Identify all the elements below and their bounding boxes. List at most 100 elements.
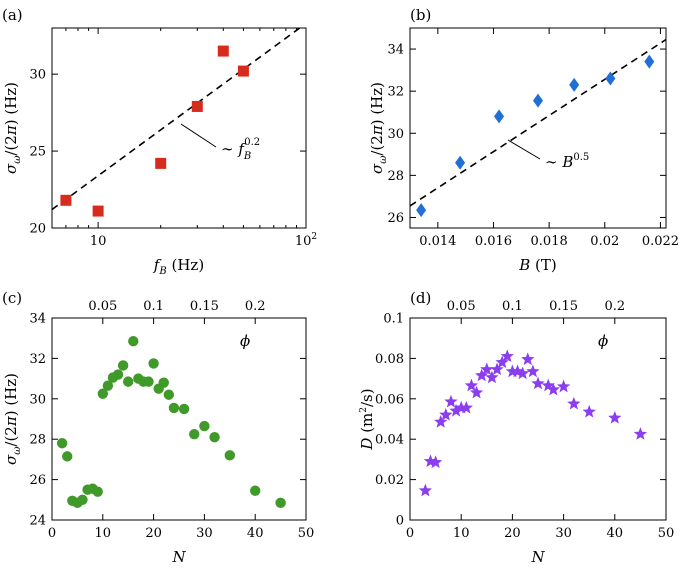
data-point-star xyxy=(546,382,561,396)
data-point-circle xyxy=(92,486,103,497)
plot-frame xyxy=(409,317,667,521)
y-tick-label: 0.1 xyxy=(383,312,404,327)
y-tick-label: 0 xyxy=(396,514,404,529)
data-point-star xyxy=(556,379,571,393)
data-point-circle xyxy=(275,497,286,509)
data-point-circle xyxy=(168,402,180,414)
data-point-star xyxy=(485,370,499,384)
data-point-circle xyxy=(112,369,124,380)
panel-a: (a) 10 102 20 25 30 fB (Hz) σω/(2π) (Hz) ∼ fB0.2 xyxy=(2,6,317,277)
data-point-star xyxy=(469,385,484,399)
data-point-circle xyxy=(117,360,129,371)
x-tick-label: 30 xyxy=(555,526,572,541)
panel-label: (b) xyxy=(410,6,431,24)
data-point-circle xyxy=(250,485,261,496)
x-tick-label: 0 xyxy=(406,526,414,541)
fit-annotation: ∼ fB0.2 xyxy=(221,137,260,162)
data-point-circle xyxy=(199,420,210,432)
y-tick-label: 26 xyxy=(29,473,46,488)
y-tick-label: 26 xyxy=(387,211,404,226)
fit-line xyxy=(52,28,302,211)
data-point-star xyxy=(582,404,596,418)
data-point-square xyxy=(217,45,229,57)
y-tick-label: 24 xyxy=(29,514,46,529)
data-point-circle xyxy=(224,450,235,461)
y-tick-label: 28 xyxy=(387,169,404,184)
data-point-star xyxy=(490,362,504,376)
data-point-square xyxy=(155,157,167,169)
data-point-diamond xyxy=(605,71,616,86)
data-point-star xyxy=(510,364,525,378)
data-point-star xyxy=(633,427,648,440)
y-tick-label: 0.02 xyxy=(375,473,404,488)
y-tick-label: 32 xyxy=(29,352,46,367)
x-axis-label: B (T) xyxy=(518,256,557,274)
phi-tick-label: 0.05 xyxy=(447,299,476,314)
phi-axis-label: ϕ xyxy=(598,332,608,350)
data-point-square xyxy=(191,100,203,112)
data-point-circle xyxy=(178,403,190,415)
x-tick-label: 0.018 xyxy=(531,234,568,249)
phi-tick-label: 0.1 xyxy=(502,299,523,314)
plot-area xyxy=(418,349,648,497)
x-tick-label: 50 xyxy=(658,526,675,541)
y-tick-label: 28 xyxy=(29,433,46,448)
annotation-leader xyxy=(180,123,217,148)
data-point-star xyxy=(454,400,468,414)
data-point-diamond xyxy=(416,203,427,218)
plot-frame xyxy=(51,317,307,521)
y-tick-label: 30 xyxy=(29,68,46,83)
y-tick-label: 25 xyxy=(29,145,46,160)
data-point-circle xyxy=(128,336,139,347)
panel-c: (c) 0 10 20 30 40 50 24 26 28 30 32 34 0.05 0.1 0.15 0.2… xyxy=(2,289,314,566)
data-point-star xyxy=(515,366,530,380)
x-tick-label: 40 xyxy=(607,526,624,541)
data-point-star xyxy=(526,364,540,378)
x-tick-label: 0.016 xyxy=(475,234,512,249)
data-point-circle xyxy=(123,376,134,387)
data-point-star xyxy=(495,355,509,369)
data-point-star xyxy=(434,415,448,428)
x-tick-label: 10 xyxy=(95,526,112,541)
data-point-star xyxy=(449,403,463,417)
x-tick-label: 0.02 xyxy=(590,234,619,249)
x-tick-label: 50 xyxy=(298,526,315,541)
panel-label: (a) xyxy=(2,6,23,24)
x-tick-label: 20 xyxy=(504,526,521,541)
phi-axis-label: ϕ xyxy=(240,332,250,350)
panel-d: (d) 0 10 20 30 40 50 0 0.02 0.04 0.06 0.08 0.1 0.05 0.… xyxy=(358,289,674,566)
data-point-star xyxy=(500,349,514,363)
data-point-star xyxy=(480,362,494,376)
phi-tick-label: 0.15 xyxy=(549,299,578,314)
panel-label: (d) xyxy=(410,289,431,307)
plot-frame xyxy=(409,27,667,229)
x-tick-label: 102 xyxy=(295,232,317,249)
x-axis-label: N xyxy=(171,548,186,566)
x-tick-label: 0.022 xyxy=(642,234,679,249)
data-point-circle xyxy=(189,428,200,440)
x-tick-label: 10 xyxy=(90,234,107,249)
data-point-star xyxy=(567,396,581,410)
data-point-circle xyxy=(148,358,159,369)
y-tick-label: 0.06 xyxy=(375,392,404,407)
y-axis-label: σω/(2π) (Hz) xyxy=(2,373,23,465)
data-point-circle xyxy=(56,438,68,449)
phi-tick-label: 0.2 xyxy=(245,299,266,314)
data-point-diamond xyxy=(494,109,505,124)
data-point-square xyxy=(60,194,72,206)
x-tick-label: 20 xyxy=(145,526,162,541)
y-tick-label: 30 xyxy=(29,392,46,407)
x-tick-label: 0 xyxy=(48,526,56,541)
x-axis-label: N xyxy=(530,548,545,566)
panel-b: (b) 0.014 0.016 0.018 0.02 0.022 26 28 30 32 34 B (… xyxy=(368,6,679,274)
data-point-diamond xyxy=(455,155,466,170)
plot-area xyxy=(56,336,286,509)
y-tick-label: 30 xyxy=(387,127,404,142)
data-point-star xyxy=(444,394,458,408)
plot-frame xyxy=(51,27,307,229)
y-axis-label: D (m2/s) xyxy=(358,388,376,450)
data-point-square xyxy=(92,205,104,217)
data-point-star xyxy=(521,352,535,366)
data-point-star xyxy=(505,364,520,378)
